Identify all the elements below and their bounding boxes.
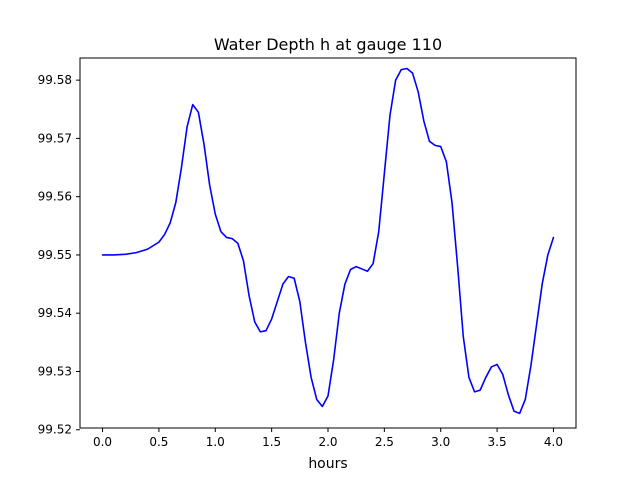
x-tick-label: 0.5 (149, 435, 168, 449)
y-tick-label: 99.55 (38, 248, 72, 262)
chart-title: Water Depth h at gauge 110 (214, 35, 442, 54)
series-layer (101, 67, 555, 415)
x-tick-label: 1.5 (262, 435, 281, 449)
x-tick-label: 3.0 (431, 435, 450, 449)
x-axis-ticks: 0.0 0.5 1.0 1.5 2.0 2.5 3.0 3.5 4.0 (93, 428, 563, 449)
plot-frame (79, 57, 577, 429)
y-tick-label: 99.52 (38, 423, 72, 437)
x-tick-label: 2.5 (375, 435, 394, 449)
y-tick-label: 99.58 (38, 73, 72, 87)
y-tick-label: 99.57 (38, 131, 72, 145)
x-tick-label: 0.0 (93, 435, 112, 449)
x-axis-label: hours (308, 456, 347, 472)
y-tick-label: 99.53 (38, 364, 72, 378)
y-tick-label: 99.54 (38, 306, 72, 320)
y-axis-ticks: 99.52 99.53 99.54 99.55 99.56 99.57 99.58 (38, 73, 80, 437)
series-line-0 (101, 67, 555, 415)
x-tick-label: 2.0 (318, 435, 337, 449)
x-tick-label: 4.0 (544, 435, 563, 449)
y-tick-label: 99.56 (38, 190, 72, 204)
x-tick-label: 1.0 (206, 435, 225, 449)
x-tick-label: 3.5 (488, 435, 507, 449)
